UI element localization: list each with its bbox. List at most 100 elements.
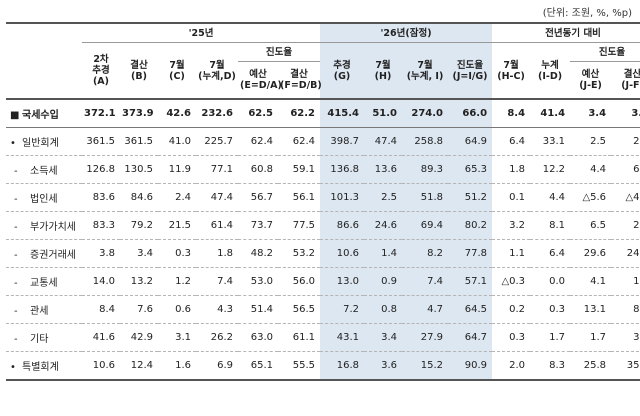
table-cell: 0.1 [492,183,531,212]
table-cell: 372.1 [82,99,120,128]
table-cell: 3.6 [611,323,640,352]
table-cell: 41.4 [530,99,571,128]
table-body: ■ 국세수입 372.1 373.9 42.6 232.6 62.5 62.2 415.4 51.… [6,99,640,381]
table-cell: 12.4 [120,351,158,381]
row-label-text: 소득세 [30,166,58,177]
table-cell: 7.6 [120,295,158,324]
table-cell: 43.1 [320,323,364,352]
table-cell: 62.5 [238,99,278,128]
table-cell: 56.0 [278,267,320,296]
table-cell: 89.3 [402,155,448,184]
table-cell: 53.2 [278,239,320,268]
header-label: 7월 (누계,D) [198,59,236,82]
header-26-supp: 추경 (G) [320,42,364,100]
table-cell: 1.1 [492,239,531,268]
table-cell: 3.4 [364,323,402,352]
table-cell: 24.6 [364,211,402,240]
row-label-text: 관세 [30,306,49,317]
row-bullet: - [14,166,18,177]
table-cell: 1.2 [158,267,196,296]
table-row: ■ 국세수입 372.1 373.9 42.6 232.6 62.5 62.2 415.4 51.… [6,99,640,128]
table-cell: 0.3 [530,295,571,324]
table-cell: 1.4 [364,239,402,268]
table-cell: 4.4 [530,183,571,212]
table-cell: 361.5 [120,127,158,156]
table-cell: 16.8 [320,351,364,381]
table-cell: 51.0 [364,99,402,128]
table-cell: 60.8 [238,155,278,184]
table-cell: 8.1 [530,211,571,240]
table-row: - 소득세 126.8 130.5 11.9 77.1 60.8 59.1 136.8 13.6 8… [6,155,640,184]
table-cell: 7.2 [320,295,364,324]
table-cell: 2.5 [611,127,640,156]
table-cell: 3.1 [158,323,196,352]
table-cell: 6.4 [530,239,571,268]
table-cell: △5.6 [570,183,612,212]
table-cell: 2.5 [570,127,612,156]
table-cell: 77.5 [278,211,320,240]
table-cell: 61.1 [278,323,320,352]
table-cell: 3.6 [364,351,402,381]
header-jf: 결산(J-F) [611,61,640,100]
table-cell: 8.2 [402,239,448,268]
header-je: 예산 (J-E) [570,61,612,100]
table-cell: △0.3 [492,267,531,296]
table-cell: 27.9 [402,323,448,352]
table-cell: 35.3 [611,351,640,381]
table-cell: 361.5 [82,127,120,156]
table-cell: 8.4 [82,295,120,324]
table-row: - 교통세 14.0 13.2 1.2 7.4 53.0 56.0 13.0 0.9 7.4 57.1… [6,267,640,296]
row-label: - 증권거래세 [6,239,82,268]
table-cell: 62.2 [278,99,320,128]
table-cell: 0.2 [492,295,531,324]
table-cell: 274.0 [402,99,448,128]
table-cell: 1.1 [611,267,640,296]
table-cell: 415.4 [320,99,364,128]
table-cell: 84.6 [120,183,158,212]
table-cell: 11.9 [158,155,196,184]
table-cell: 258.8 [402,127,448,156]
unit-note: (단위: 조원, %, %p) [542,8,632,19]
table-cell: 56.5 [278,295,320,324]
header-settle2: 결산 (F=D/B) [278,61,322,100]
table-cell: 51.8 [402,183,448,212]
header-2025: '25년 [82,22,320,43]
table-cell: 13.1 [570,295,612,324]
row-label: - 교통세 [6,267,82,296]
header-progress-25: 진도율 [238,42,320,62]
table-cell: 3.4 [120,239,158,268]
row-label: ■ 국세수입 [6,99,82,128]
table-cell: 8.3 [530,351,571,381]
row-bullet: • [10,362,16,373]
table-cell: 41.6 [82,323,120,352]
table-cell: 4.3 [196,295,238,324]
header-progress-yoy: 진도율 [570,42,640,62]
row-bullet: - [14,194,18,205]
table-cell: 57.1 [448,267,493,296]
header-label: 추경 (G) [333,59,351,82]
table-row: - 기타 41.6 42.9 3.1 26.2 63.0 61.1 43.1 3.4 27.9 64.… [6,323,640,352]
row-label-text: 기타 [30,334,49,345]
table-cell: 6.1 [611,155,640,184]
row-bullet: - [14,306,18,317]
table-cell: 232.6 [196,99,238,128]
table-cell: 79.2 [120,211,158,240]
row-label-text: 국세수입 [22,110,59,121]
header-label: 7월 (H) [374,59,392,82]
table-cell: 65.1 [238,351,278,381]
table-cell: 51.2 [448,183,493,212]
header-label: 7월 (누계, I) [406,59,444,82]
row-label: • 일반회계 [6,127,82,156]
table-cell: 41.0 [158,127,196,156]
table-cell: 63.0 [238,323,278,352]
table-cell: 42.6 [158,99,196,128]
header-budget: 예산 (E=D/A) [238,61,282,100]
table-cell: 3.4 [570,99,612,128]
table-cell: 83.3 [82,211,120,240]
table-cell: 48.2 [238,239,278,268]
table-cell: 0.3 [158,239,196,268]
table-cell: 1.7 [530,323,571,352]
table-cell: 0.9 [364,267,402,296]
header-label: 결산 (B) [130,59,148,82]
